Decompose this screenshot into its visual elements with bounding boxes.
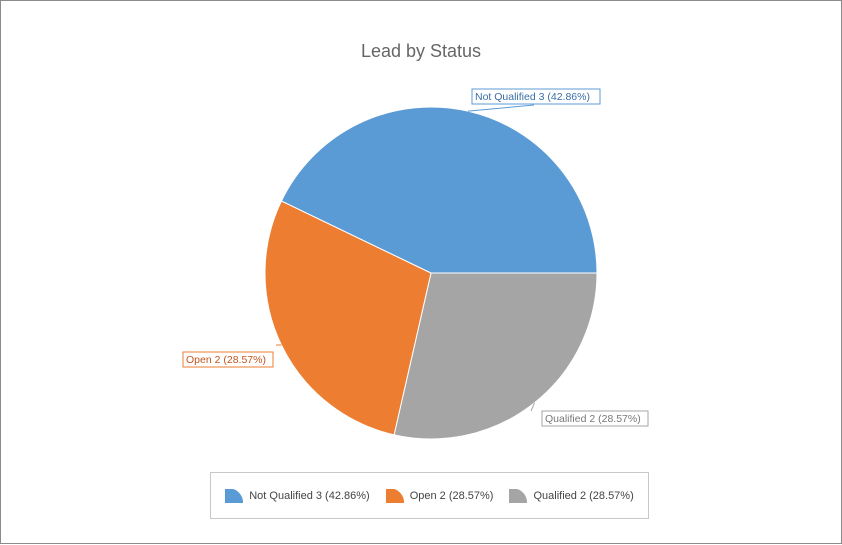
legend-label: Qualified 2 (28.57%) bbox=[533, 490, 633, 502]
data-label: Open 2 (28.57%) bbox=[186, 354, 266, 366]
pie-swatch-icon bbox=[386, 489, 404, 503]
legend-label: Open 2 (28.57%) bbox=[410, 490, 494, 502]
legend: Not Qualified 3 (42.86%) Open 2 (28.57%)… bbox=[210, 472, 649, 519]
legend-item-qualified: Qualified 2 (28.57%) bbox=[509, 489, 633, 503]
leader-line bbox=[468, 105, 534, 111]
pie-swatch-icon bbox=[509, 489, 527, 503]
data-label: Not Qualified 3 (42.86%) bbox=[475, 91, 590, 103]
pie-swatch-icon bbox=[225, 489, 243, 503]
legend-label: Not Qualified 3 (42.86%) bbox=[249, 490, 369, 502]
legend-item-open: Open 2 (28.57%) bbox=[386, 489, 494, 503]
legend-item-not-qualified: Not Qualified 3 (42.86%) bbox=[225, 489, 369, 503]
data-label: Qualified 2 (28.57%) bbox=[545, 413, 641, 425]
